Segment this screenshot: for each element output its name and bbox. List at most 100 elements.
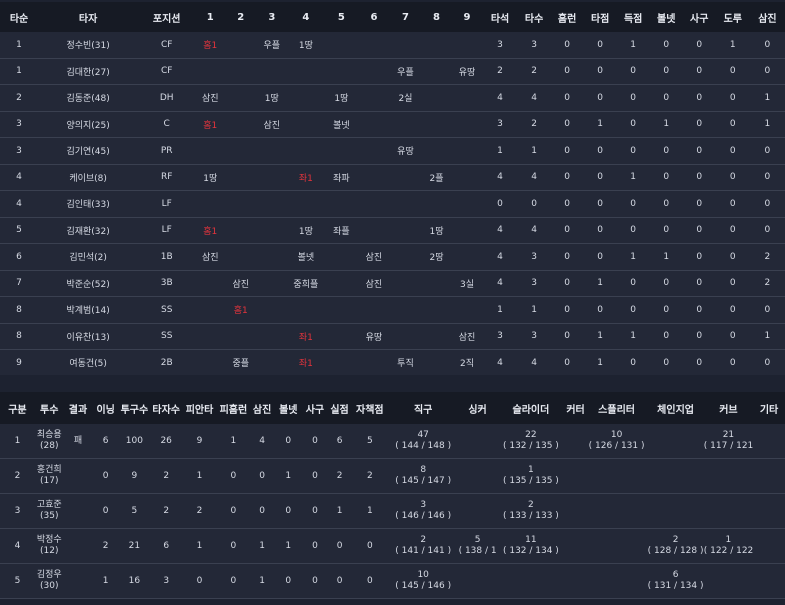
batting-stat-cell: 0	[550, 323, 584, 350]
pitching-header-cell: 체인지업	[647, 392, 704, 424]
pitching-stat-cell: 3	[149, 563, 183, 599]
cell-speed-range: ( 122 / 122 )	[703, 546, 754, 556]
pitching-header-cell: 사구	[302, 392, 328, 424]
cell-speed-range: ( 138 / 141 )	[458, 546, 497, 556]
batting-header-cell: 1	[195, 2, 226, 32]
pitching-stat-cell	[703, 458, 754, 494]
cell-value: 1	[528, 465, 534, 475]
batting-stat-cell: 0	[649, 296, 683, 324]
inning-result-cell	[421, 32, 452, 59]
batting-stat-cell: 0	[583, 296, 617, 324]
batting-stat-cell: 0	[715, 111, 750, 138]
inning-result-cell	[287, 111, 325, 138]
inning-result-cell	[451, 32, 483, 59]
batting-stat-cell: 3	[482, 111, 518, 138]
batting-header-cell: 포지션	[138, 2, 196, 32]
batting-stat-cell: 0	[550, 270, 584, 297]
cell-value: 1	[336, 505, 343, 516]
inning-result-cell	[225, 323, 257, 350]
pitching-stat-cell: 1	[0, 424, 35, 459]
batting-order-cell: 8	[0, 296, 39, 324]
cell-value: 3	[420, 500, 427, 510]
batting-stat-cell: 3	[482, 32, 518, 59]
cell-speed-range: ( 145 / 147 )	[395, 476, 452, 486]
cell-value: 0	[336, 575, 343, 586]
cell-value: 고효준	[36, 500, 62, 510]
cell-value: 3	[14, 505, 21, 516]
cell-value: 1	[366, 505, 373, 516]
pitching-stat-cell: 2	[351, 458, 388, 494]
batting-stat-cell: 0	[682, 243, 716, 271]
batter-name-cell: 김기연(45)	[38, 137, 139, 165]
pitching-stat-cell	[585, 563, 648, 599]
section-gap	[0, 375, 785, 392]
batting-stat-cell: 0	[583, 243, 617, 271]
position-cell: CF	[138, 32, 196, 59]
batting-order-cell: 5	[0, 217, 39, 244]
batting-stat-cell: 0	[550, 111, 584, 138]
inning-result-cell	[324, 137, 359, 165]
pitching-stat-cell: 6	[149, 528, 183, 564]
position-cell: LF	[138, 190, 196, 218]
pitching-stat-cell	[647, 458, 704, 494]
batting-stat-cell: 4	[482, 84, 518, 112]
batting-stat-cell: 2	[517, 111, 551, 138]
batting-stat-cell: 4	[482, 243, 518, 271]
pitching-header-cell: 기타	[753, 392, 785, 424]
inning-result-cell	[451, 111, 483, 138]
pitcher-row: 4 박정수 (12) 2 21 6 1 0 1 1 0 0 0 2( 141 / 141 ) 5( 138 …	[0, 528, 785, 564]
inning-result-cell	[358, 32, 390, 59]
pitching-stat-cell: 10( 126 / 131 )	[585, 424, 648, 459]
inning-result-cell	[195, 270, 226, 297]
cell-value: 3	[163, 575, 170, 586]
batting-stat-cell: 3	[517, 323, 551, 350]
inning-result-cell	[225, 190, 257, 218]
inning-result-cell	[225, 137, 257, 165]
pitching-stat-cell: 1	[182, 458, 217, 494]
inning-result-cell: 홈1	[195, 32, 226, 59]
pitching-stat-cell	[458, 563, 497, 599]
cell-value: 9	[196, 435, 203, 446]
pitching-stat-cell	[753, 458, 785, 494]
inning-result-cell	[324, 32, 359, 59]
batter-name-cell: 김민석(2)	[38, 243, 139, 271]
inning-result-cell: 좌플	[324, 217, 359, 244]
inning-result-cell	[358, 111, 390, 138]
batting-stat-cell: 0	[682, 270, 716, 297]
batting-header-cell: 타순	[0, 2, 39, 32]
inning-result-cell: 2플	[421, 164, 452, 191]
batting-header-cell: 타석	[482, 2, 518, 32]
inning-result-cell	[287, 190, 325, 218]
cell-speed-range: ( 132 / 134 )	[502, 546, 559, 556]
cell-value: 0	[230, 505, 237, 516]
cell-value: 1	[725, 535, 732, 545]
batting-stat-cell: 0	[517, 190, 551, 218]
pitching-stat-cell: 0	[250, 458, 274, 494]
cell-value: 11	[525, 535, 537, 545]
batter-row: 9 여동건(5) 2B 중플 좌1 투직 2직 4 4 0 1 0 0 0 0 0	[0, 349, 785, 377]
batting-stat-cell: 1	[616, 243, 650, 271]
cell-value: 16	[128, 575, 141, 586]
cell-value: 0	[366, 540, 373, 551]
cell-speed-range: ( 141 / 141 )	[395, 546, 452, 556]
inning-result-cell	[256, 164, 288, 191]
inning-result-cell: 3실	[451, 270, 483, 297]
pitching-stat-cell: 8( 145 / 147 )	[387, 458, 459, 494]
batting-stat-cell: 4	[482, 164, 518, 191]
batting-stat-cell: 0	[682, 296, 716, 324]
pitching-stat-cell: 0	[302, 528, 328, 564]
position-cell: PR	[138, 137, 196, 165]
batting-stat-cell: 0	[649, 58, 683, 85]
batting-stat-cell: 1	[616, 323, 650, 350]
pitching-stat-cell: 1	[327, 493, 352, 529]
pitching-stat-cell: 0	[302, 563, 328, 599]
batting-header-cell: 타수	[517, 2, 551, 32]
batting-stat-cell: 0	[616, 296, 650, 324]
pitching-stat-cell: 0	[327, 563, 352, 599]
cell-value: 0	[312, 575, 318, 586]
batting-header-cell: 홈런	[550, 2, 584, 32]
batting-stat-cell: 0	[583, 32, 617, 59]
pitching-stat-cell: 0	[250, 493, 274, 529]
batting-stat-cell: 2	[517, 58, 551, 85]
pitching-stat-cell: 2	[92, 528, 119, 564]
